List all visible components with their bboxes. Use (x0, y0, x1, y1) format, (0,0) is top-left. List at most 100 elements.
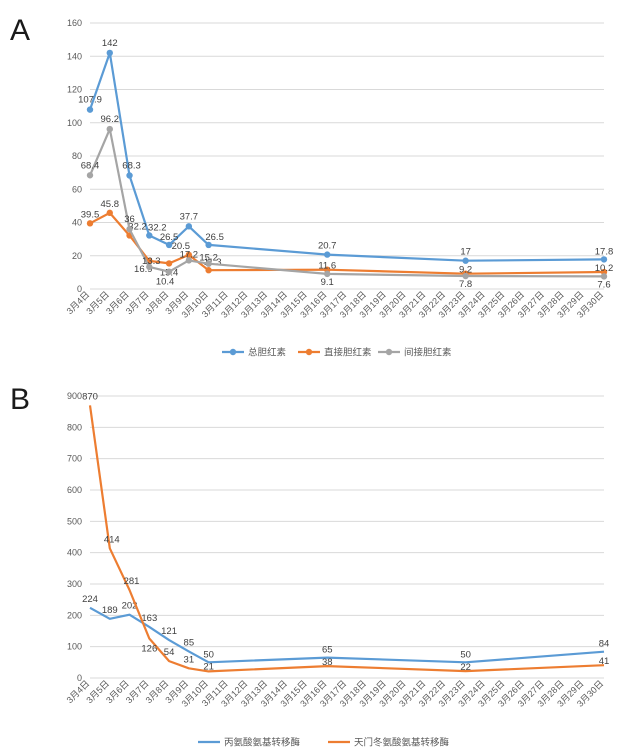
data-label: 84 (599, 639, 610, 650)
chart-b: 01002003004005006007008009003月4日3月5日3月6日… (65, 391, 610, 749)
data-label: 20.7 (318, 241, 337, 252)
y-tick-label: 20 (72, 251, 82, 261)
series-line (89, 606, 605, 664)
data-point (106, 49, 113, 57)
legend-label: 丙氨酸氨基转移酶 (224, 737, 301, 749)
y-tick-label: 400 (67, 548, 82, 558)
data-label: 10.2 (595, 263, 614, 274)
data-label: 41 (599, 656, 610, 667)
series-line (88, 128, 605, 278)
data-label: 202 (122, 601, 138, 612)
data-label: 96.2 (101, 114, 120, 125)
data-label: 17.2 (180, 249, 199, 260)
legend-item: 天门冬氨酸氨基转移酶 (328, 737, 450, 749)
data-label: 13.3 (142, 256, 161, 267)
data-point (106, 209, 113, 217)
legend-item: 直接胆红素 (298, 347, 372, 359)
data-point (462, 257, 469, 264)
data-label: 37.7 (180, 211, 199, 222)
data-label: 31 (184, 654, 195, 665)
data-label: 26.5 (160, 232, 179, 243)
data-label: 65 (322, 645, 333, 656)
data-point (205, 260, 212, 267)
data-label: 414 (104, 534, 120, 545)
data-point (165, 260, 173, 267)
legend-marker (229, 348, 237, 356)
data-label: 36 (124, 214, 135, 225)
data-label: 15.2 (199, 253, 218, 264)
data-point (324, 270, 331, 278)
data-label: 9.1 (321, 277, 334, 288)
y-tick-label: 200 (67, 610, 82, 620)
y-tick-label: 40 (72, 218, 82, 228)
y-tick-label: 160 (67, 18, 82, 28)
data-label: 21 (203, 661, 214, 672)
data-label: 11.3 (204, 257, 222, 268)
data-label: 85 (184, 637, 195, 648)
data-label: 7.6 (597, 279, 610, 290)
data-point (185, 251, 193, 259)
data-point (600, 256, 608, 263)
y-tick-label: 700 (67, 454, 82, 464)
data-label: 20.5 (172, 241, 191, 252)
data-point (165, 241, 173, 249)
data-point (165, 268, 173, 275)
data-label: 7.8 (459, 279, 472, 290)
data-point (462, 272, 469, 280)
data-label: 163 (141, 613, 157, 624)
data-label: 22 (460, 662, 471, 673)
data-label: 107.9 (78, 95, 102, 106)
data-label: 50 (460, 649, 471, 660)
data-label: 17 (460, 247, 471, 258)
data-point (126, 225, 133, 233)
data-point (106, 125, 113, 133)
legend-label: 总胆红素 (248, 347, 287, 359)
legend-item: 总胆红素 (222, 347, 287, 359)
legend-label: 直接胆红素 (324, 347, 372, 359)
data-label: 121 (161, 626, 177, 637)
data-point (600, 273, 608, 280)
data-label: 38 (322, 657, 333, 668)
data-label: 11.6 (318, 261, 336, 272)
data-label: 32.2 (128, 221, 147, 232)
data-label: 142 (102, 38, 118, 49)
data-point (324, 251, 331, 258)
data-label: 26.5 (205, 232, 224, 243)
chart-a: 0204060801001201401603月4日3月5日3月6日3月7日3月8… (65, 18, 614, 359)
data-label: 9.2 (459, 265, 472, 276)
y-tick-label: 500 (67, 516, 82, 526)
data-point (146, 263, 153, 271)
data-label: 224 (82, 594, 98, 605)
data-label: 10.4 (156, 277, 175, 288)
data-label: 189 (102, 605, 118, 616)
data-point (185, 223, 193, 230)
data-label: 50 (203, 649, 214, 660)
series-line (88, 51, 605, 262)
legend-marker (385, 348, 393, 356)
y-tick-label: 140 (67, 51, 82, 61)
y-tick-label: 800 (67, 422, 82, 432)
y-tick-label: 100 (67, 118, 82, 128)
data-point (86, 172, 94, 179)
data-label: 281 (124, 576, 140, 587)
data-point (146, 232, 153, 239)
y-tick-label: 0 (77, 673, 82, 683)
y-tick-label: 80 (72, 151, 82, 161)
panel-a-label: A (10, 14, 31, 47)
y-tick-label: 60 (72, 184, 82, 194)
legend-item: 丙氨酸氨基转移酶 (198, 737, 301, 749)
data-point (126, 172, 133, 179)
data-label: 17.8 (595, 246, 614, 257)
data-point (86, 106, 94, 113)
data-point (185, 257, 193, 264)
data-point (205, 267, 212, 274)
series-line (89, 211, 605, 275)
legend-label: 天门冬氨酸氨基转移酶 (354, 737, 450, 749)
y-tick-label: 300 (67, 579, 82, 589)
data-point (205, 241, 212, 249)
y-tick-label: 120 (67, 85, 82, 95)
data-label: 32.2 (148, 222, 167, 233)
legend-item: 间接胆红素 (378, 347, 452, 359)
data-label: 68.4 (81, 160, 100, 171)
